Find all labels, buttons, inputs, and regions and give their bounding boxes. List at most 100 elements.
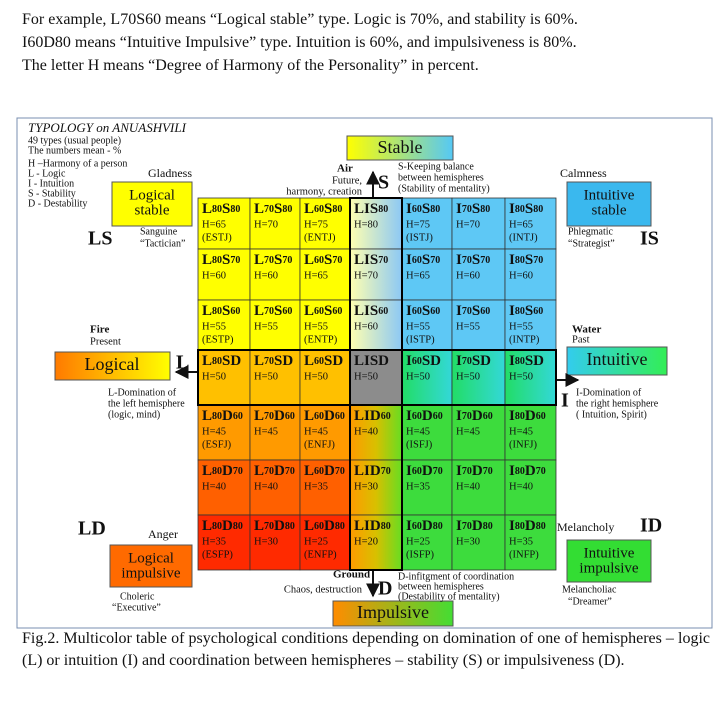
code-part: 80 <box>212 411 222 422</box>
code-part: S <box>525 201 533 217</box>
legend-line: D - Destability <box>28 198 87 209</box>
code-part: L <box>202 408 212 424</box>
cell <box>349 197 403 250</box>
code-part: I <box>509 252 515 268</box>
code-part: L <box>254 303 264 319</box>
cell <box>249 459 301 516</box>
code-part: 70 <box>381 466 391 477</box>
cell-code: I80D70 <box>509 463 546 479</box>
code-part: L <box>304 252 314 268</box>
temperament: Sanguine <box>140 226 178 237</box>
code-part: SD <box>324 353 343 369</box>
code-part: S <box>222 252 230 268</box>
code-part: L <box>254 408 264 424</box>
cell-code: I60D60 <box>406 408 443 424</box>
code-part: 80 <box>282 204 292 215</box>
code-part: D <box>324 463 335 479</box>
code-part: 80 <box>212 356 222 367</box>
mood: Calmness <box>560 166 607 180</box>
code-part: S <box>324 201 332 217</box>
axis-time: Present <box>90 336 121 347</box>
cell-harmony: H=60 <box>456 270 480 281</box>
cell-code: L60S80 <box>304 201 342 217</box>
code-part: 70 <box>264 255 274 266</box>
cell-harmony: H=60 <box>509 270 533 281</box>
code-part: S <box>222 303 230 319</box>
axis-note: (logic, mind) <box>108 409 160 420</box>
code-part: 80 <box>515 521 525 532</box>
code-part: I <box>406 353 412 369</box>
code-part: LID <box>354 463 381 479</box>
code-part: 60 <box>412 356 422 367</box>
cell-harmony: H=25 <box>406 536 430 547</box>
code-part: 70 <box>462 255 472 266</box>
intro-line: The letter H means “Degree of Harmony of… <box>22 57 479 74</box>
code-part: 80 <box>536 521 546 532</box>
code-part: 80 <box>212 466 222 477</box>
cell-code: I60S80 <box>406 201 440 217</box>
code-part: 60 <box>412 204 422 215</box>
cell <box>504 404 557 461</box>
code-part: 60 <box>433 411 443 422</box>
axis-meaning: Chaos, destruction <box>284 584 363 595</box>
cell-code: I60D80 <box>406 518 443 534</box>
code-part: 80 <box>515 411 525 422</box>
code-part: 60 <box>314 255 324 266</box>
id-box <box>566 539 652 583</box>
cell <box>249 514 301 571</box>
frame <box>16 117 713 629</box>
cell <box>349 514 403 571</box>
cell-code: LID70 <box>354 463 391 479</box>
cell-code: I80D80 <box>509 518 546 534</box>
code-part: D <box>324 518 335 534</box>
code-part: I <box>509 303 515 319</box>
code-part: 70 <box>480 255 490 266</box>
corner-code: ID <box>640 515 662 537</box>
temperament: Phlegmatic <box>568 226 614 237</box>
axis-note: L-Domination of <box>108 387 177 398</box>
cell-harmony: H=40 <box>456 481 480 492</box>
cell <box>451 514 506 571</box>
element: Fire <box>90 324 109 336</box>
code-part: S <box>274 303 282 319</box>
cell <box>349 459 403 516</box>
cell-mbti: (ESTP) <box>202 334 234 345</box>
code-part: LID <box>354 408 381 424</box>
element: Air <box>337 163 353 175</box>
cell <box>451 197 506 250</box>
code-part: 60 <box>314 411 324 422</box>
cell-mbti: (ENFP) <box>304 549 337 560</box>
axis-note: D-infitgment of coordination <box>398 571 514 582</box>
corner-box-text: impulsive <box>579 560 639 576</box>
axis-meaning: harmony, creation <box>286 186 362 197</box>
stable-box <box>346 135 454 161</box>
axis-note: (Stability of mentality) <box>398 183 490 194</box>
cell-harmony: H=75 <box>406 219 430 230</box>
code-part: I <box>509 408 515 424</box>
corner-code: IS <box>640 228 659 250</box>
code-part: S <box>274 252 282 268</box>
cell-harmony: H=80 <box>354 219 378 230</box>
axis-letter: D <box>378 578 392 600</box>
code-part: 70 <box>378 255 388 266</box>
code-part: 80 <box>533 204 543 215</box>
code-part: L <box>254 353 264 369</box>
axis-meaning: Future, <box>332 175 362 186</box>
cell-mbti: (ISFJ) <box>406 439 433 450</box>
cell-code: L80D60 <box>202 408 243 424</box>
cell-harmony: H=30 <box>456 536 480 547</box>
cell-harmony: H=30 <box>354 481 378 492</box>
code-part: L <box>202 463 212 479</box>
ld-box <box>109 544 193 588</box>
code-part: 60 <box>483 411 493 422</box>
code-part: 80 <box>515 204 525 215</box>
cell-code: I80S80 <box>509 201 543 217</box>
cell-code: L80S80 <box>202 201 240 217</box>
cell-code: L70D60 <box>254 408 295 424</box>
code-part: 70 <box>335 466 345 477</box>
legend-line: L - Logic <box>28 168 66 179</box>
code-part: S <box>472 201 480 217</box>
corner-box-text: Intuitive <box>584 545 635 561</box>
cell-code: LID80 <box>354 518 391 534</box>
code-part: 60 <box>335 411 345 422</box>
